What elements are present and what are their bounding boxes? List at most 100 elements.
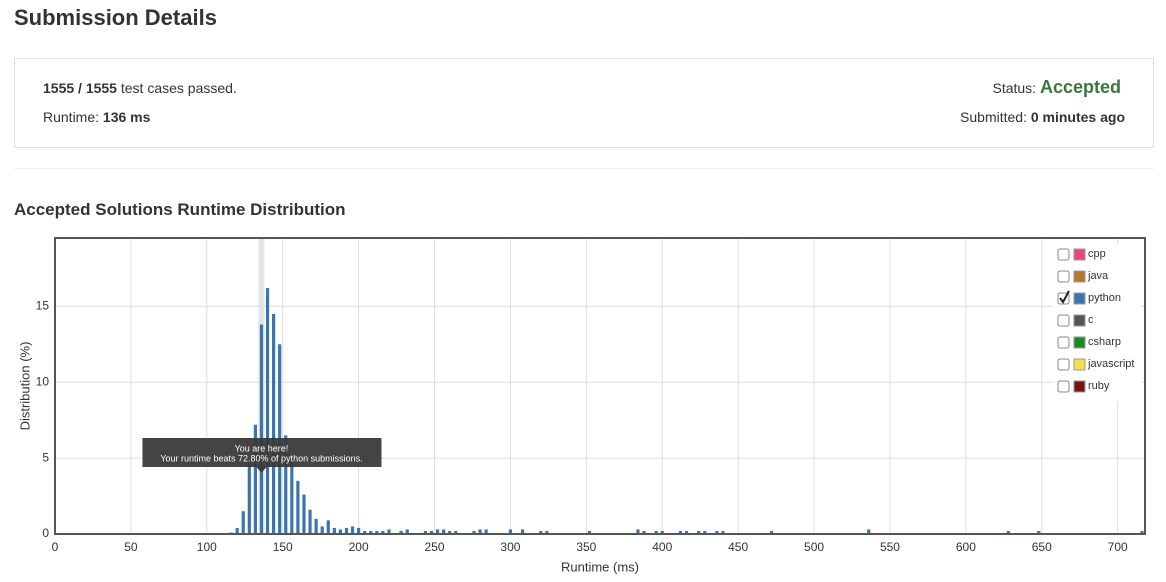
- bar: [587, 530, 591, 534]
- section-title: Accepted Solutions Runtime Distribution: [14, 200, 346, 219]
- x-tick-label: 150: [273, 540, 293, 554]
- bar: [1140, 530, 1144, 534]
- bar: [435, 529, 440, 534]
- bar: [478, 529, 482, 534]
- legend-checkbox[interactable]: [1057, 314, 1070, 327]
- bar: [338, 529, 343, 534]
- legend-swatch: [1073, 314, 1086, 327]
- page-title: Submission Details: [14, 5, 217, 30]
- chart: 0 50 100 150 200 250 300 350 400 450 500 550 600 650 7…: [17, 237, 1146, 574]
- bar: [344, 527, 349, 534]
- x-axis-label: Runtime (ms): [561, 559, 639, 574]
- bar: [296, 480, 300, 534]
- x-tick-label: 700: [1108, 540, 1128, 554]
- bar: [1037, 530, 1041, 534]
- tooltip: You are here!Your runtime beats 72.80% o…: [142, 438, 382, 473]
- legend-swatch: [1073, 380, 1086, 393]
- bar: [399, 530, 403, 534]
- legend-checkbox[interactable]: [1057, 270, 1070, 283]
- tooltip-text: Your runtime beats 72.80% of python subm…: [160, 453, 362, 463]
- bar: [520, 529, 525, 534]
- bar: [484, 529, 488, 534]
- x-tick-label: 100: [197, 540, 217, 554]
- legend-checkbox[interactable]: [1057, 380, 1070, 393]
- runtime-value: 136 ms: [102, 109, 151, 125]
- bar: [703, 530, 707, 534]
- x-tick-label: 450: [728, 540, 748, 554]
- bar: [508, 529, 513, 534]
- bar: [684, 530, 689, 534]
- bar: [253, 424, 257, 534]
- bar: [332, 527, 336, 534]
- bar: [448, 530, 452, 534]
- legend-label: ruby: [1088, 380, 1110, 392]
- legend-swatch: [1073, 270, 1086, 283]
- bar: [867, 529, 871, 534]
- bar: [545, 530, 549, 534]
- y-tick-label: 0: [42, 526, 49, 540]
- bar: [642, 530, 646, 534]
- legend-checkbox[interactable]: [1057, 336, 1070, 349]
- bar: [769, 530, 774, 534]
- bar: [636, 529, 640, 534]
- legend-checkbox[interactable]: [1057, 358, 1070, 371]
- bar: [265, 288, 270, 534]
- submitted-row: Submitted: 0 minutes ago: [960, 109, 1125, 125]
- x-tick-label: 200: [349, 540, 369, 554]
- bar: [423, 530, 428, 534]
- plot-border: [54, 237, 1146, 535]
- legend-swatch: [1073, 292, 1086, 305]
- legend-checkbox[interactable]: [1057, 248, 1070, 261]
- bar: [259, 324, 264, 534]
- legend-label: cpp: [1088, 248, 1106, 260]
- y-tick-label: 5: [42, 450, 49, 464]
- bar: [472, 530, 476, 534]
- bar: [654, 530, 658, 534]
- bar: [247, 459, 251, 534]
- runtime-row: Runtime: 136 ms: [43, 109, 150, 125]
- x-tick-label: 600: [956, 540, 976, 554]
- bar: [721, 530, 725, 534]
- bar: [363, 530, 367, 534]
- bar: [235, 527, 239, 534]
- legend-label: java: [1087, 270, 1109, 282]
- bar: [697, 530, 701, 534]
- bar: [308, 509, 312, 534]
- bar: [660, 530, 664, 534]
- cases-row: 1555 / 1555 test cases passed.: [43, 80, 237, 96]
- y-tick-label: 15: [36, 298, 50, 312]
- bar: [405, 529, 409, 534]
- runtime-label: Runtime:: [43, 109, 100, 125]
- legend-checkmark: [1059, 290, 1070, 304]
- bar: [241, 511, 245, 534]
- y-tick-label: 10: [36, 374, 50, 388]
- legend-label: csharp: [1088, 336, 1121, 348]
- bar: [454, 530, 458, 534]
- bar: [369, 530, 373, 534]
- bar: [539, 530, 543, 534]
- x-tick-label: 350: [576, 540, 596, 554]
- x-tick-label: 400: [652, 540, 672, 554]
- submitted-value: 0 minutes ago: [1030, 109, 1125, 125]
- bar: [357, 527, 361, 534]
- legend-label: c: [1088, 314, 1094, 326]
- bar: [302, 494, 306, 534]
- legend-swatch: [1073, 358, 1086, 371]
- cases-passed: 1555 / 1555: [43, 80, 117, 96]
- cases-text: test cases passed.: [120, 80, 237, 96]
- status-value[interactable]: Accepted: [1039, 77, 1121, 97]
- y-axis-label: Distribution (%): [17, 342, 32, 431]
- bar: [272, 313, 276, 534]
- bar: [442, 529, 446, 534]
- bar: [284, 435, 288, 534]
- bar: [314, 518, 318, 534]
- bar: [387, 529, 391, 534]
- submitted-label: Submitted:: [960, 109, 1027, 125]
- plot-background: [55, 238, 1145, 534]
- bar: [381, 530, 385, 534]
- bar: [320, 526, 324, 534]
- bar: [375, 530, 379, 534]
- x-tick-label: 50: [124, 540, 138, 554]
- bar: [290, 459, 294, 534]
